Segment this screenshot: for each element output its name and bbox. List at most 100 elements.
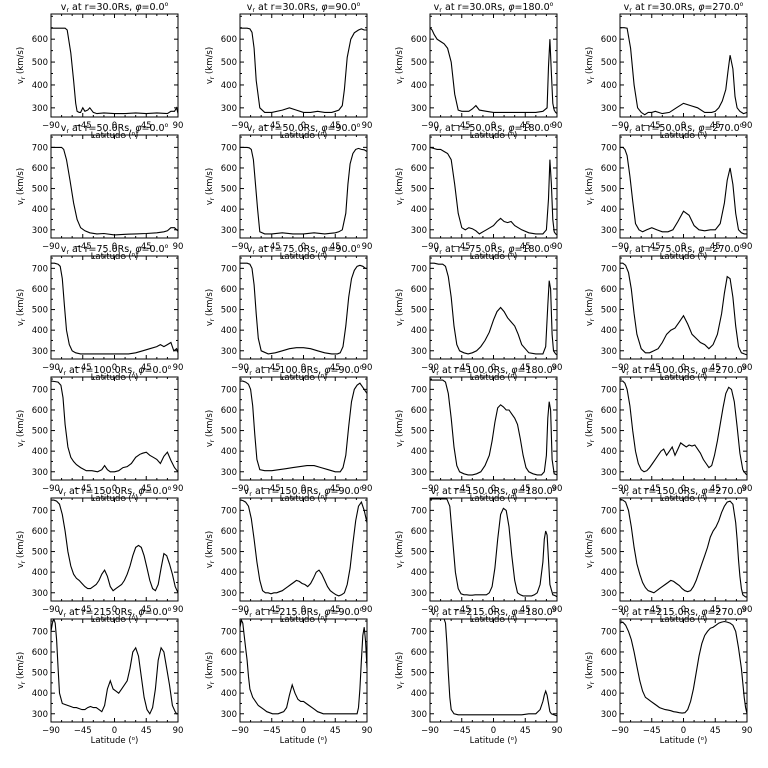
y-tick-label: 400 <box>32 81 48 91</box>
panel-3-0: vr at r=100.0Rs, φ=0.0o−90 −45 0 45 90300400… <box>16 364 183 504</box>
y-axis-label: vr (km/s) <box>585 168 596 205</box>
x-tick-label: −90 <box>42 726 60 736</box>
y-tick-label: 300 <box>221 226 237 236</box>
y-tick-label: 300 <box>32 589 48 599</box>
y-tick-label: 500 <box>411 548 427 558</box>
y-tick-label: 700 <box>411 264 427 274</box>
y-tick-label: 400 <box>601 205 617 215</box>
y-axis-label: vr (km/s) <box>16 410 27 447</box>
x-axis-label: Latitude (o) <box>470 736 518 746</box>
x-tick-label: 45 <box>520 484 531 494</box>
y-tick-label: 600 <box>221 164 237 174</box>
x-tick-label: 45 <box>520 605 531 615</box>
panel-title: vr at r=75.0Rs, φ=180.0o <box>434 243 554 256</box>
x-tick-label: −45 <box>263 484 281 494</box>
y-tick-label: 500 <box>32 306 48 316</box>
y-tick-label: 700 <box>32 143 48 153</box>
y-tick-label: 500 <box>221 185 237 195</box>
y-tick-label: 600 <box>411 527 427 537</box>
x-tick-label: 45 <box>330 484 341 494</box>
y-tick-label: 300 <box>601 104 617 114</box>
panel-title: vr at r=30.0Rs, φ=90.0o <box>247 1 361 14</box>
x-tick-label: −90 <box>421 121 439 131</box>
y-tick-label: 300 <box>221 710 237 720</box>
y-tick-label: 600 <box>601 164 617 174</box>
panel-title: vr at r=215.0Rs, φ=90.0o <box>244 606 364 619</box>
x-axis-label: Latitude (o) <box>660 252 708 262</box>
panel-title: vr at r=50.0Rs, φ=270.0o <box>624 122 744 135</box>
series-line <box>430 27 557 115</box>
x-tick-label: 90 <box>742 484 753 494</box>
x-tick-label: 0 <box>681 363 686 373</box>
y-axis-label: vr (km/s) <box>585 531 596 568</box>
y-tick-label: 700 <box>221 264 237 274</box>
panel-title: vr at r=100.0Rs, φ=0.0o <box>58 364 172 377</box>
x-tick-label: −45 <box>74 605 92 615</box>
x-tick-label: 0 <box>112 605 117 615</box>
y-tick-label: 400 <box>32 689 48 699</box>
x-tick-label: 90 <box>742 121 753 131</box>
x-tick-label: 45 <box>141 121 152 131</box>
y-tick-label: 400 <box>601 447 617 457</box>
y-tick-label: 700 <box>411 385 427 395</box>
x-tick-label: −45 <box>643 242 661 252</box>
y-tick-label: 600 <box>32 285 48 295</box>
x-tick-label: −90 <box>42 121 60 131</box>
y-tick-label: 600 <box>221 648 237 658</box>
x-axis-label: Latitude (o) <box>280 373 328 383</box>
y-axis-label: vr (km/s) <box>205 47 216 84</box>
series-line <box>620 380 747 476</box>
x-tick-label: 0 <box>301 363 306 373</box>
x-tick-label: 45 <box>520 121 531 131</box>
x-tick-label: 90 <box>173 242 184 252</box>
x-tick-label: 90 <box>742 363 753 373</box>
y-tick-label: 600 <box>601 35 617 45</box>
panel-title: vr at r=100.0Rs, φ=180.0o <box>431 364 557 377</box>
x-tick-label: 0 <box>112 121 117 131</box>
y-tick-label: 700 <box>601 506 617 516</box>
panel-5-0: vr at r=215.0Rs, φ=0.0o−90 −45 0 45 90300400… <box>16 606 183 746</box>
series-line <box>430 146 557 236</box>
x-tick-label: −45 <box>74 121 92 131</box>
series-line <box>430 379 557 476</box>
y-tick-label: 400 <box>411 689 427 699</box>
x-tick-label: −45 <box>263 242 281 252</box>
x-tick-label: 0 <box>112 484 117 494</box>
x-tick-label: 0 <box>681 605 686 615</box>
series-line <box>430 262 557 356</box>
x-tick-label: 90 <box>362 242 373 252</box>
y-tick-label: 600 <box>411 406 427 416</box>
x-tick-label: −45 <box>74 726 92 736</box>
x-tick-label: 90 <box>362 484 373 494</box>
y-tick-label: 700 <box>601 264 617 274</box>
panel-title: vr at r=150.0Rs, φ=270.0o <box>621 485 747 498</box>
series-line <box>51 380 178 473</box>
x-tick-label: −90 <box>611 484 629 494</box>
panel-title: vr at r=150.0Rs, φ=0.0o <box>58 485 172 498</box>
x-tick-label: 90 <box>552 121 563 131</box>
y-axis-label: vr (km/s) <box>585 652 596 689</box>
y-tick-label: 400 <box>601 81 617 91</box>
series-line <box>51 146 178 236</box>
x-tick-label: −90 <box>611 121 629 131</box>
panel-title: vr at r=215.0Rs, φ=0.0o <box>58 606 172 619</box>
series-line <box>51 27 178 115</box>
y-tick-label: 500 <box>411 427 427 437</box>
y-tick-label: 300 <box>601 710 617 720</box>
y-tick-label: 300 <box>601 226 617 236</box>
plot-frame <box>50 255 179 360</box>
x-tick-label: −45 <box>453 605 471 615</box>
y-axis-label: vr (km/s) <box>395 410 406 447</box>
x-tick-label: 45 <box>520 363 531 373</box>
y-tick-label: 500 <box>411 669 427 679</box>
y-tick-label: 400 <box>32 568 48 578</box>
x-tick-label: 0 <box>301 605 306 615</box>
x-axis-label: Latitude (o) <box>91 252 139 262</box>
y-axis-label: vr (km/s) <box>585 47 596 84</box>
y-axis-label: vr (km/s) <box>205 289 216 326</box>
y-tick-label: 500 <box>32 669 48 679</box>
y-tick-label: 700 <box>221 385 237 395</box>
x-tick-label: 90 <box>742 242 753 252</box>
plot-frame <box>619 255 748 360</box>
x-tick-label: 0 <box>681 484 686 494</box>
